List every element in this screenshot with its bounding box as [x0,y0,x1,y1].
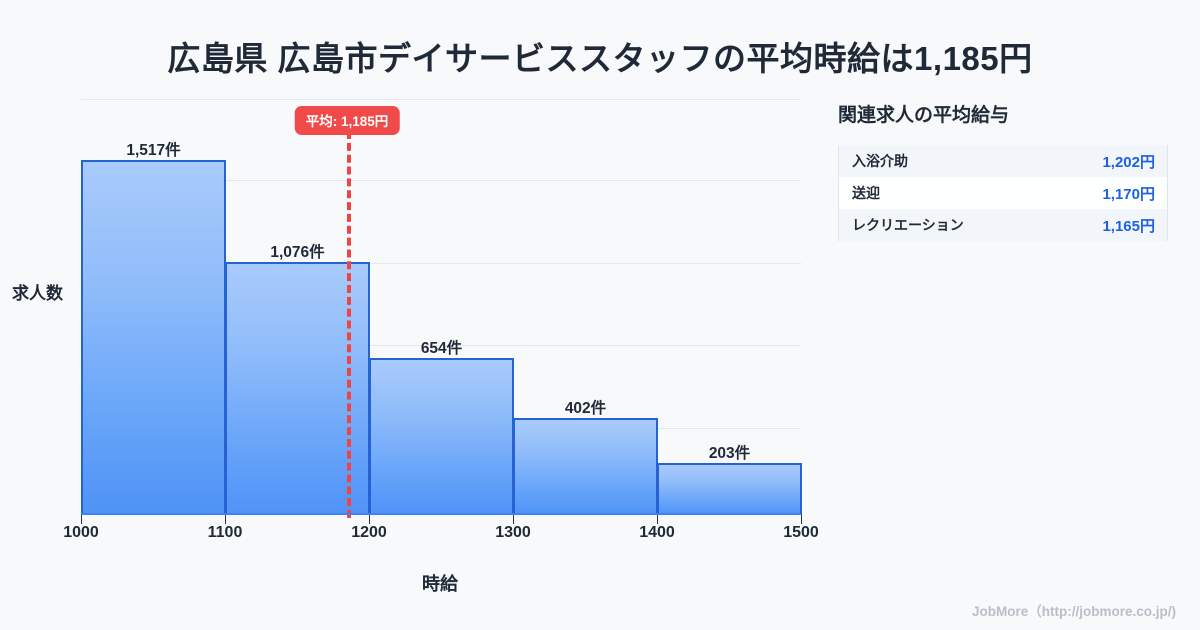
table-cell-value: 1,170円 [1102,185,1155,203]
x-axis-tick [657,515,658,524]
footer-attribution: JobMore（http://jobmore.co.jp/) [972,604,1176,619]
bar-1200-1300[interactable] [369,358,514,515]
bar-1300-1400[interactable] [513,418,658,515]
x-axis-tick-label: 1400 [639,524,675,541]
table-row[interactable]: 入浴介助 1,202円 [839,145,1167,177]
related-jobs-title: 関連求人の平均給与 [838,105,1010,126]
histogram-chart: 1,517件 1,076件 654件 402件 203件 平均: 1,185円 … [12,99,819,594]
related-jobs-panel: 関連求人の平均給与 入浴介助 1,202円 送迎 1,170円 レクリエーション… [838,100,1168,241]
average-badge: 平均: 1,185円 [294,106,400,135]
table-cell-value: 1,165円 [1102,217,1155,235]
x-axis-tick [801,515,802,524]
x-axis-tick-label: 1200 [351,524,387,541]
y-axis-title: 求人数 [12,284,63,303]
gridline [81,180,801,181]
table-cell-label: レクリエーション [852,217,964,233]
x-axis-line [81,513,801,515]
page-title: 広島県 広島市デイサービススタッフの平均時給は1,185円 [167,40,1033,77]
related-jobs-table: 入浴介助 1,202円 送迎 1,170円 レクリエーション 1,165円 [838,145,1168,241]
x-axis-title: 時給 [422,574,458,594]
x-axis-tick [81,515,82,524]
x-axis-tick-label: 1500 [783,524,819,541]
bar-value-label: 402件 [564,400,607,417]
x-axis-tick-label: 1000 [63,524,99,541]
bar-value-label: 1,076件 [270,244,325,261]
bar-value-label: 654件 [420,340,463,357]
gridline [81,345,801,346]
table-row[interactable]: レクリエーション 1,165円 [839,209,1167,241]
bar-1100-1200[interactable] [225,262,370,515]
x-axis-tick [369,515,370,524]
x-axis-tick-label: 1300 [495,524,531,541]
table-cell-value: 1,202円 [1102,153,1155,171]
table-row[interactable]: 送迎 1,170円 [839,177,1167,209]
bar-value-label: 203件 [708,445,751,462]
x-axis-tick [513,515,514,524]
x-axis-tick [225,515,226,524]
table-cell-label: 送迎 [852,185,880,201]
x-axis-tick-label: 1100 [207,524,243,541]
gridline [81,263,801,264]
bar-value-label: 1,517件 [126,142,181,159]
bar-1400-1500[interactable] [657,463,802,515]
bar-1000-1100[interactable] [81,160,226,515]
table-cell-label: 入浴介助 [852,153,908,169]
gridline [81,99,801,100]
average-line [347,131,351,518]
